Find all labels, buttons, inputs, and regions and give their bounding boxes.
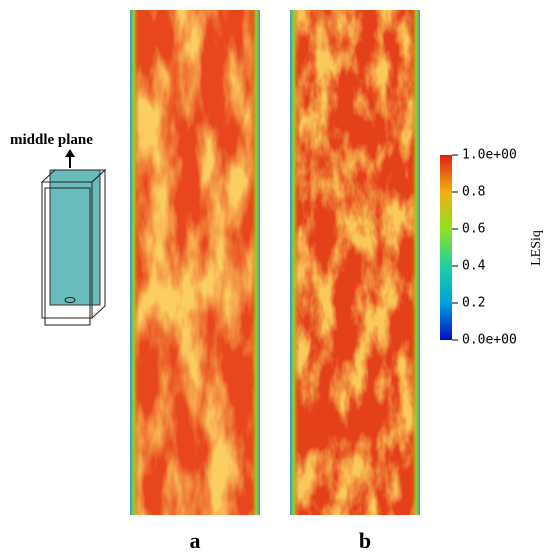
colorbar: [440, 155, 452, 340]
colorbar-tick-label: 1.0e+00: [462, 148, 517, 163]
annotation: middle plane: [10, 132, 93, 148]
colorbar-tick-label: 0.6: [462, 222, 485, 237]
panel-a-image: [130, 10, 260, 515]
colorbar-title: LESiq: [529, 230, 544, 266]
panel-label: a: [190, 528, 201, 552]
panel-label: b: [359, 528, 371, 552]
colorbar-tick-label: 0.2: [462, 296, 485, 311]
panel-b-image: [290, 10, 420, 515]
figure: middle plane a b LESiq 1.0e+00 0.8 0.6 0.4 0…: [0, 0, 556, 552]
colorbar-tick-label: 0.4: [462, 259, 486, 274]
domain-icon: [42, 170, 105, 325]
colorbar-tick-label: 0.8: [462, 185, 485, 200]
colorbar-ticks: 1.0e+00 0.8 0.6 0.4 0.2 0.0e+00: [452, 148, 517, 348]
colorbar-tick-label: 0.0e+00: [462, 333, 517, 348]
arrow-head: [65, 149, 75, 157]
